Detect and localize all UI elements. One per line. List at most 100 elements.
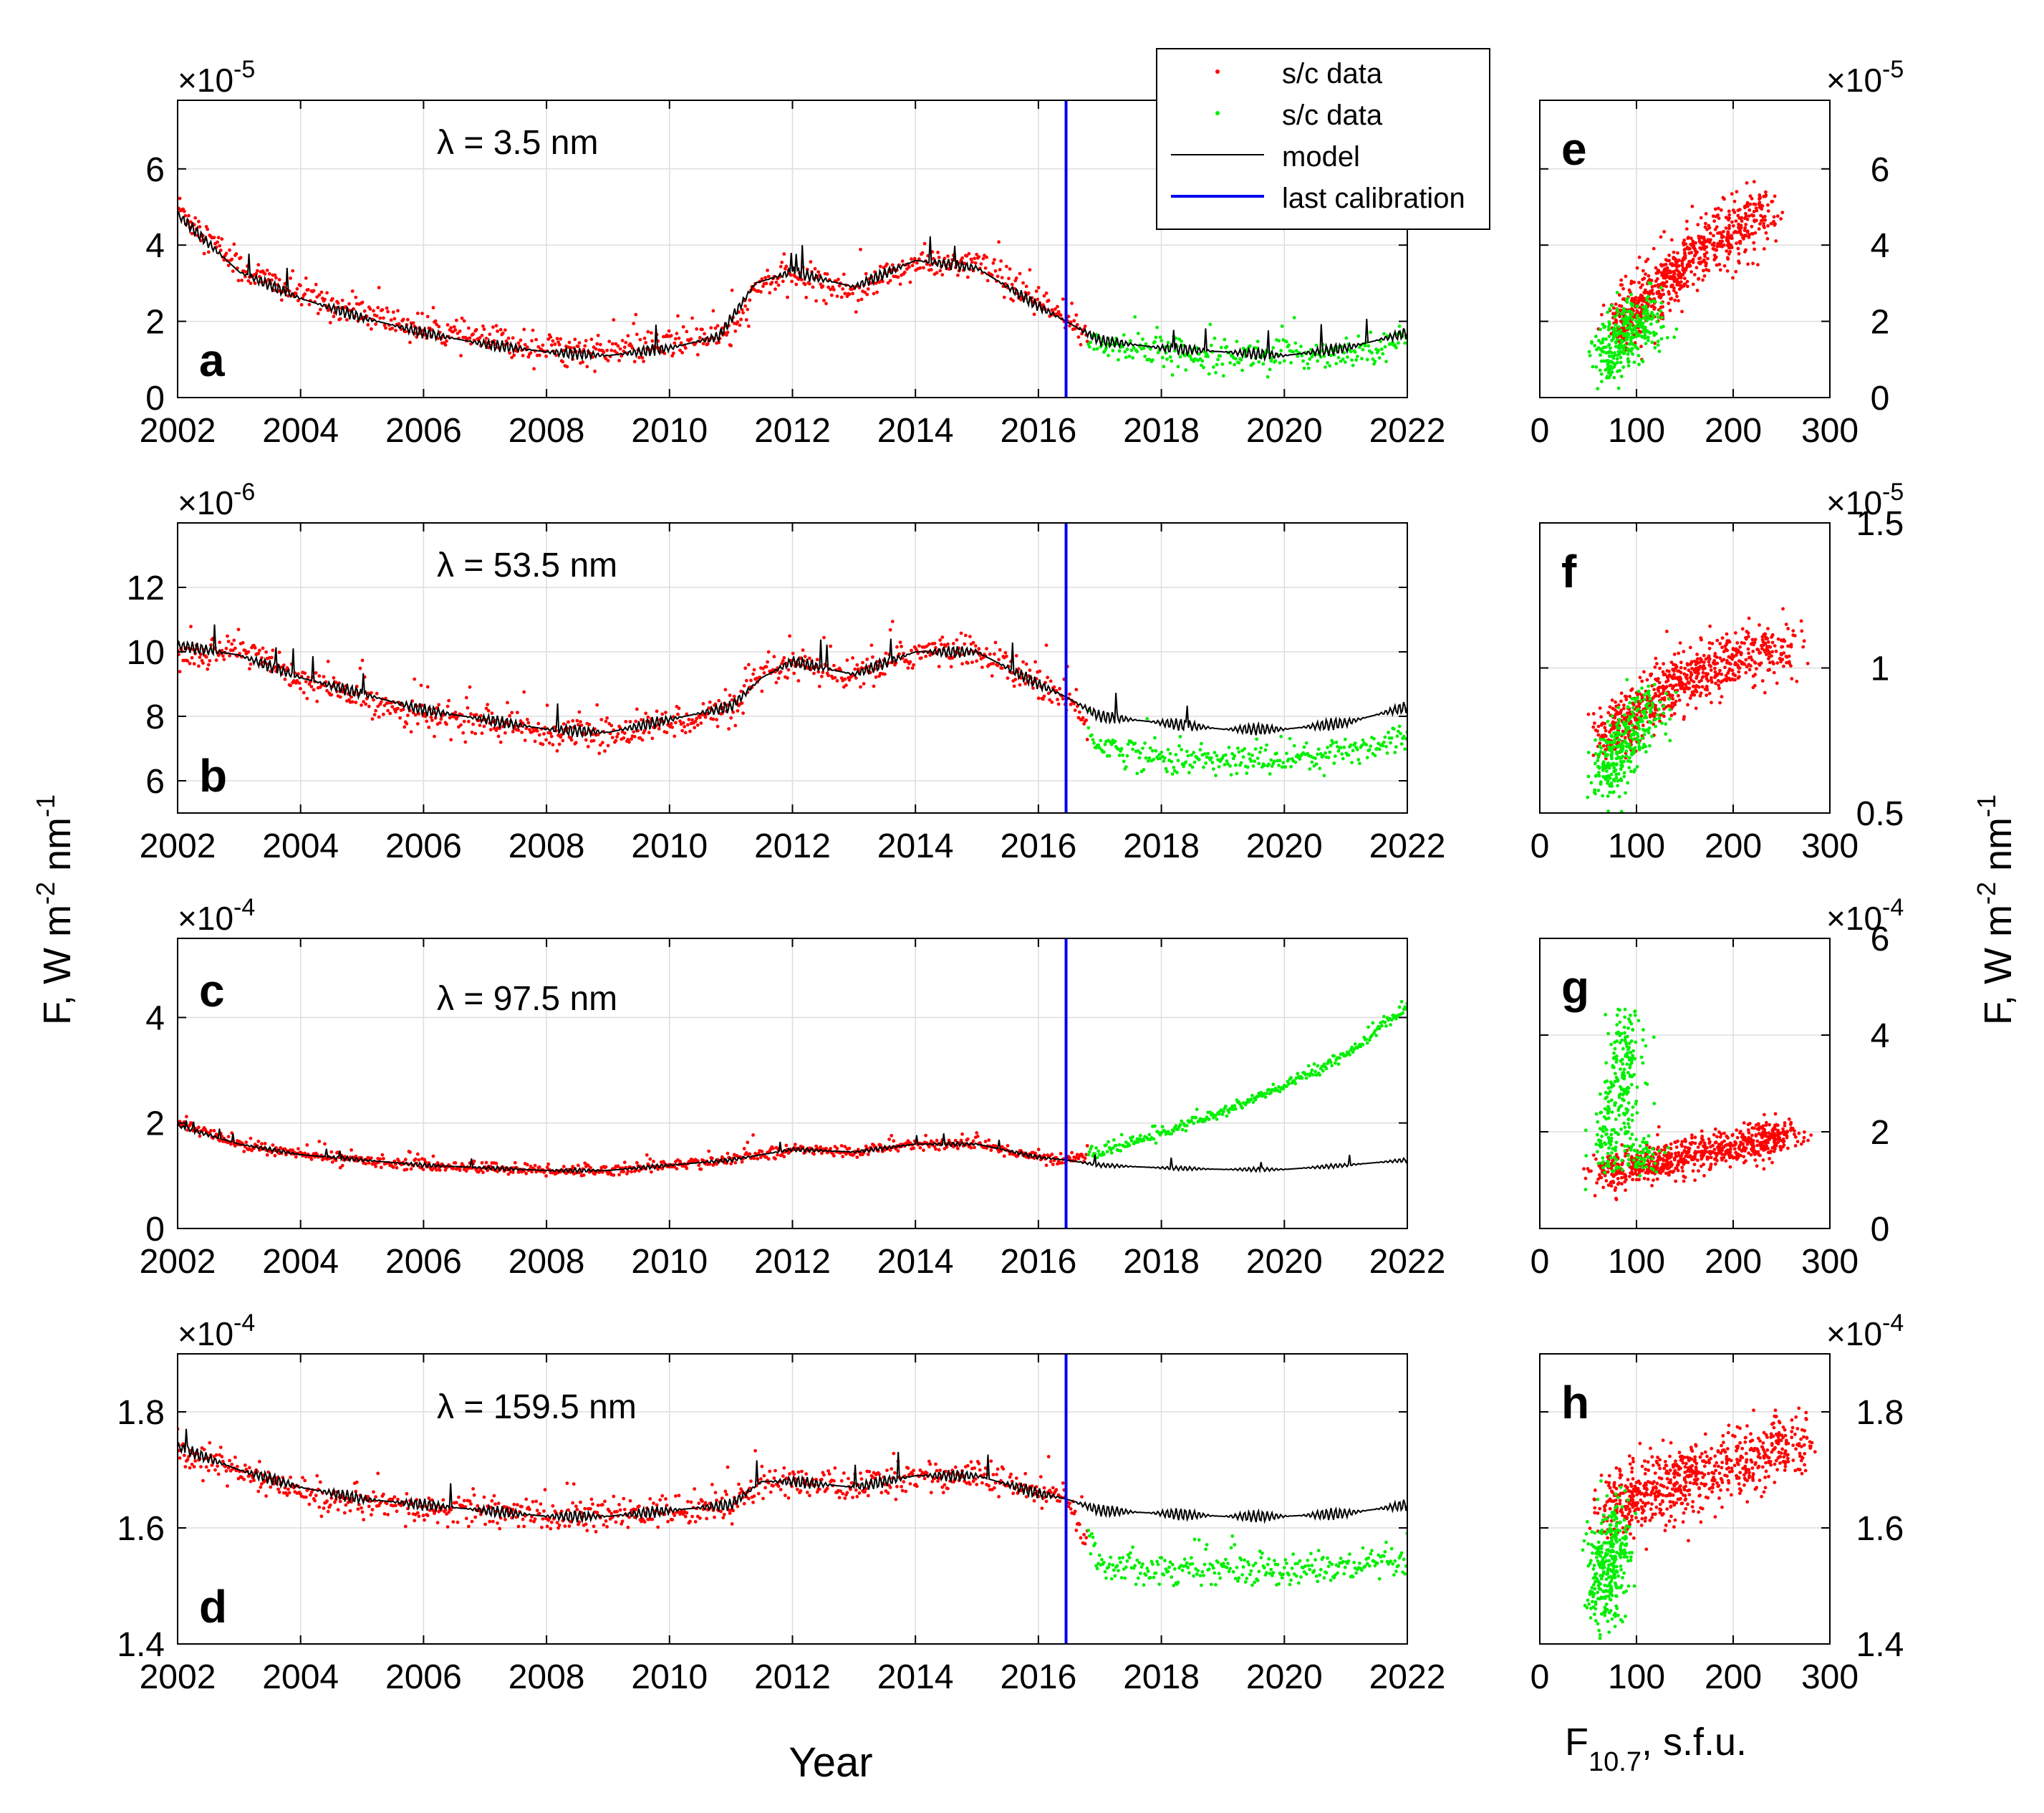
sc-data-point bbox=[908, 660, 912, 664]
sc-data-point bbox=[543, 1488, 547, 1492]
sc-data-point bbox=[379, 1165, 383, 1170]
sc-data-point bbox=[1090, 733, 1094, 737]
sc-data-point bbox=[526, 355, 531, 359]
sc-data-point bbox=[1370, 351, 1374, 355]
sc-data-point bbox=[740, 1160, 744, 1164]
sc-data-point bbox=[678, 1160, 682, 1163]
sc-data-point bbox=[815, 658, 819, 662]
sc-data-point bbox=[433, 319, 438, 323]
sc-data-point bbox=[521, 354, 525, 357]
sc-data-point bbox=[1192, 751, 1195, 755]
sc-data-point bbox=[583, 344, 587, 348]
sc-data-point bbox=[1006, 676, 1010, 681]
sc-data-point bbox=[1401, 1011, 1404, 1015]
sc-data-point bbox=[1073, 708, 1077, 712]
sc-data-point bbox=[1285, 1562, 1288, 1565]
sc-data-point bbox=[1370, 1034, 1374, 1037]
sc-data-point bbox=[249, 662, 253, 666]
sc-data-point bbox=[540, 1525, 544, 1529]
sc-data-point bbox=[589, 1506, 592, 1511]
sc-data-point bbox=[470, 1519, 474, 1524]
sc-data-point bbox=[305, 696, 309, 701]
sc-data-point bbox=[1389, 736, 1394, 740]
x-tick-label: 2020 bbox=[1246, 1658, 1323, 1696]
sc-data-point bbox=[1336, 749, 1341, 753]
sc-data-point bbox=[1397, 341, 1400, 345]
sc-data-point bbox=[743, 304, 748, 308]
sc-data-point bbox=[530, 339, 534, 343]
sc-data-point bbox=[1170, 1132, 1174, 1136]
exponent-label: ×10-6 bbox=[178, 479, 255, 521]
sc-data-point bbox=[604, 719, 608, 723]
sc-data-point bbox=[801, 648, 805, 652]
sc-data-point bbox=[277, 650, 281, 655]
sc-data-point bbox=[413, 677, 417, 681]
sc-data-point bbox=[189, 625, 193, 629]
sc-data-point bbox=[839, 295, 844, 299]
sc-data-point bbox=[1085, 340, 1089, 343]
sc-data-point bbox=[980, 665, 984, 669]
sc-data-point bbox=[938, 638, 943, 642]
sc-data-point bbox=[626, 334, 630, 338]
sc-data-point bbox=[441, 1498, 445, 1502]
sc-data-point bbox=[1147, 1132, 1152, 1137]
sc-data-point bbox=[1046, 299, 1051, 302]
sc-data-point bbox=[1306, 362, 1310, 366]
sc-data-point bbox=[253, 646, 257, 650]
x-tick-label: 2012 bbox=[754, 827, 831, 865]
sc-data-point bbox=[1107, 353, 1110, 357]
sc-data-point bbox=[1010, 282, 1014, 287]
sc-data-point bbox=[710, 1483, 714, 1486]
sc-data-point bbox=[678, 719, 682, 723]
sc-data-point bbox=[1051, 1486, 1055, 1490]
sc-data-point bbox=[1024, 662, 1028, 666]
sc-data-point bbox=[728, 693, 732, 698]
sc-data-point bbox=[1271, 346, 1276, 350]
sc-data-point bbox=[1287, 757, 1291, 761]
sc-data-point bbox=[782, 1155, 786, 1159]
sc-data-point bbox=[484, 706, 488, 711]
sc-data-point bbox=[294, 1155, 298, 1159]
sc-data-point bbox=[753, 1448, 757, 1453]
sc-data-point bbox=[1028, 668, 1032, 673]
sc-data-point bbox=[243, 648, 247, 653]
sc-data-point bbox=[1236, 746, 1240, 750]
sc-data-point bbox=[250, 1148, 254, 1153]
sc-data-point bbox=[338, 317, 342, 321]
sc-data-point bbox=[1343, 1565, 1347, 1569]
sc-data-point bbox=[1200, 741, 1203, 746]
sc-data-point bbox=[910, 648, 913, 653]
sc-data-point bbox=[1245, 1560, 1250, 1564]
sc-data-point bbox=[847, 292, 852, 297]
x-tick-label: 2004 bbox=[262, 1243, 339, 1281]
sc-data-point bbox=[259, 1485, 263, 1489]
sc-data-point bbox=[332, 675, 336, 680]
scatter-point bbox=[1758, 222, 1762, 226]
sc-data-point bbox=[1143, 355, 1147, 358]
sc-data-point bbox=[1154, 1571, 1158, 1575]
sc-data-point bbox=[971, 1139, 975, 1143]
sc-data-point bbox=[800, 278, 804, 282]
sc-data-point bbox=[1186, 754, 1190, 758]
sc-data-point bbox=[1392, 727, 1396, 731]
sc-data-point bbox=[721, 1516, 725, 1520]
sc-data-point bbox=[688, 1519, 692, 1524]
sc-data-point bbox=[766, 269, 769, 272]
x-tick-label: 2020 bbox=[1246, 412, 1323, 450]
sc-data-point bbox=[1059, 313, 1063, 317]
sc-data-point bbox=[1112, 1138, 1116, 1142]
sc-data-point bbox=[1346, 1559, 1351, 1563]
sc-data-point bbox=[1061, 697, 1065, 701]
sc-data-point bbox=[484, 337, 488, 340]
sc-data-point bbox=[766, 650, 771, 654]
sc-data-point bbox=[784, 1494, 787, 1498]
sc-data-point bbox=[1387, 731, 1390, 734]
sc-data-point bbox=[842, 272, 846, 276]
sc-data-point bbox=[533, 1163, 537, 1168]
sc-data-point bbox=[1069, 1507, 1073, 1511]
sc-data-point bbox=[301, 1476, 304, 1480]
sc-data-point bbox=[1190, 765, 1195, 769]
sc-data-point bbox=[565, 365, 569, 369]
sc-data-point bbox=[1084, 1536, 1089, 1540]
